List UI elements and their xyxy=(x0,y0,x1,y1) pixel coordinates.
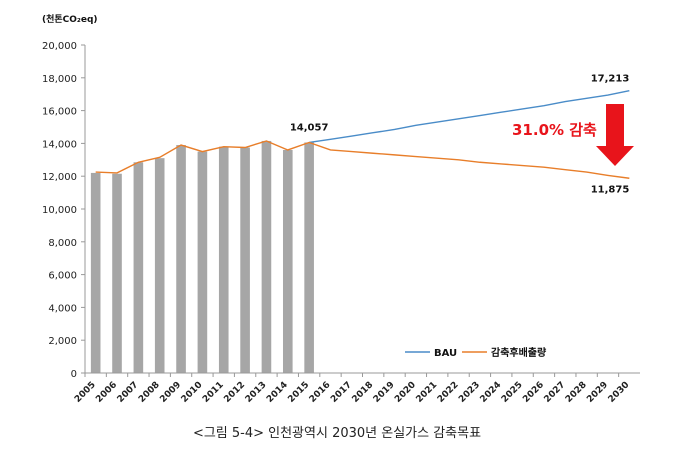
bar-2007 xyxy=(133,162,144,373)
bar-2010 xyxy=(197,151,208,373)
x-tick-label: 2026 xyxy=(521,380,546,405)
x-tick-label: 2017 xyxy=(329,380,354,405)
x-tick-label: 2030 xyxy=(607,380,632,405)
x-tick-label: 2014 xyxy=(265,380,290,405)
y-tick-label: 20,000 xyxy=(42,41,77,52)
x-tick-label: 2019 xyxy=(372,380,397,405)
x-tick-label: 2025 xyxy=(500,380,525,405)
bar-2014 xyxy=(282,149,293,373)
legend: BAU 감축후배출량 xyxy=(405,346,547,359)
line-bau xyxy=(309,90,630,144)
x-tick-label: 2029 xyxy=(585,380,610,405)
bar-2011 xyxy=(218,146,229,373)
line-reduced xyxy=(95,140,630,179)
data-label-bau-2030: 17,213 xyxy=(591,74,630,85)
x-tick-label: 2008 xyxy=(137,380,162,405)
chart: 0 2,000 4,000 6,000 8,000 10,000 12,000 14,000 1… xyxy=(42,14,640,405)
x-tick-label: 2006 xyxy=(94,380,119,405)
x-tick-label: 2011 xyxy=(201,380,226,405)
bar-2005 xyxy=(90,172,101,373)
bar-series xyxy=(90,140,314,373)
x-tick-label: 2010 xyxy=(180,380,205,405)
reduction-annotation: 31.0% 감축 xyxy=(512,121,597,139)
x-tick-label: 2015 xyxy=(286,380,311,405)
y-tick-label: 14,000 xyxy=(42,139,77,150)
data-label-2015: 14,057 xyxy=(290,122,329,133)
y-tick-label: 6,000 xyxy=(48,271,77,282)
x-tick-label: 2023 xyxy=(457,380,482,405)
x-tick-label: 2021 xyxy=(415,380,440,405)
bar-2012 xyxy=(240,147,250,373)
y-axis-ticks: 0 2,000 4,000 6,000 8,000 10,000 12,000 14,000 1… xyxy=(42,41,85,380)
x-tick-label: 2009 xyxy=(158,380,183,405)
bar-2009 xyxy=(176,145,186,373)
y-tick-label: 12,000 xyxy=(42,172,77,183)
bar-2015 xyxy=(304,142,314,373)
down-arrow-icon xyxy=(596,104,634,166)
y-tick-label: 0 xyxy=(71,369,77,380)
y-tick-label: 10,000 xyxy=(42,205,77,216)
line-series xyxy=(95,90,630,179)
unit-label: (천톤CO₂eq) xyxy=(42,14,98,25)
y-tick-label: 4,000 xyxy=(48,303,77,314)
x-tick-label: 2022 xyxy=(436,380,461,405)
x-tick-label: 2007 xyxy=(116,380,141,405)
x-tick-label: 2027 xyxy=(543,380,568,405)
x-tick-label: 2016 xyxy=(308,380,333,405)
x-tick-label: 2028 xyxy=(564,380,589,405)
x-tick-label: 2024 xyxy=(479,380,504,405)
figure-caption: <그림 5-4> 인천광역시 2030년 온실가스 감축목표 xyxy=(192,426,482,441)
x-tick-label: 2012 xyxy=(222,380,247,405)
data-label-reduced-2030: 11,875 xyxy=(591,184,630,195)
bar-2013 xyxy=(261,140,272,373)
bar-2008 xyxy=(154,158,165,373)
bar-2006 xyxy=(112,173,122,373)
legend-label-reduced: 감축후배출량 xyxy=(491,346,547,359)
x-tick-label: 2018 xyxy=(351,380,376,405)
x-tick-label: 2013 xyxy=(244,380,269,405)
legend-label-bau: BAU xyxy=(434,348,457,359)
x-tick-label: 2005 xyxy=(73,380,98,405)
y-tick-label: 18,000 xyxy=(42,74,77,85)
y-tick-label: 8,000 xyxy=(48,238,77,249)
y-tick-label: 2,000 xyxy=(48,336,77,347)
x-axis-ticks: 2005200620072008200920102011201220132014… xyxy=(73,373,631,405)
y-tick-label: 16,000 xyxy=(42,107,77,118)
x-tick-label: 2020 xyxy=(393,380,418,405)
